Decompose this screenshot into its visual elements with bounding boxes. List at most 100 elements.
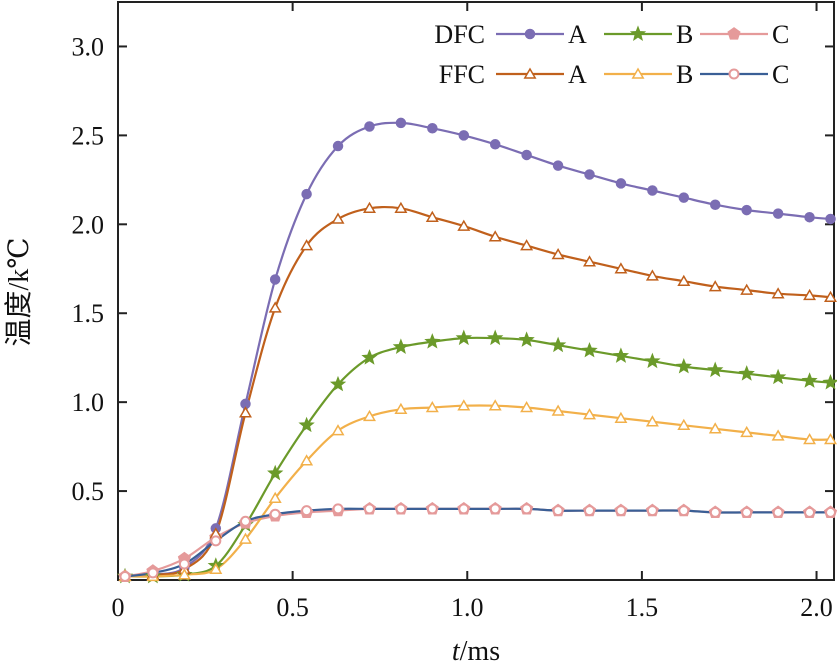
data-point-dfc-b (518, 331, 535, 347)
x-tick-label: 0 (112, 593, 125, 622)
data-point-dfc-a (709, 199, 721, 210)
legend-swatch-marker (728, 68, 740, 80)
legend-group-label: FFC (439, 60, 485, 89)
y-tick-label: 0.5 (72, 477, 105, 506)
data-point-dfc-a (269, 274, 281, 285)
data-point-ffc-b (331, 424, 345, 436)
data-point-ffc-a (771, 287, 785, 299)
data-point-dfc-a (584, 169, 595, 180)
data-point-ffc-b (268, 491, 282, 503)
series-line-ffc-a (124, 205, 831, 578)
data-point-ffc-c (741, 506, 753, 518)
data-point-dfc-b (644, 352, 661, 369)
data-point-dfc-b (822, 374, 837, 390)
series-line-dfc-b (124, 336, 831, 578)
data-point-dfc-b (455, 329, 473, 346)
y-tick-label: 1.5 (72, 299, 105, 328)
legend-entry-label: B (676, 60, 693, 89)
data-point-ffc-b (645, 415, 659, 427)
legend-swatch-marker (631, 67, 645, 79)
data-point-dfc-a (615, 178, 627, 189)
data-point-ffc-c (458, 503, 470, 515)
data-point-ffc-c (178, 558, 190, 570)
y-tick-label: 1.0 (72, 388, 105, 417)
data-point-dfc-b (361, 349, 378, 365)
data-point-ffc-b (520, 401, 534, 413)
data-point-dfc-b (549, 336, 567, 353)
data-point-dfc-b (769, 368, 787, 385)
x-tick-label: 1.5 (626, 593, 659, 622)
data-point-ffc-a (300, 239, 314, 251)
series-lines (124, 121, 831, 578)
data-point-ffc-a (457, 219, 471, 231)
series-line-ffc-b (124, 404, 831, 578)
data-point-ffc-a (488, 230, 502, 242)
legend-entry-label: B (676, 20, 693, 49)
data-point-ffc-c (825, 506, 837, 518)
data-point-ffc-c (269, 508, 281, 520)
data-point-dfc-a (395, 117, 407, 129)
axis-ticks (117, 2, 834, 580)
data-point-ffc-c (395, 503, 407, 515)
data-point-dfc-b (298, 416, 315, 433)
data-point-ffc-a (551, 248, 565, 260)
data-point-dfc-a (301, 188, 312, 200)
data-point-dfc-b (707, 361, 724, 378)
data-point-ffc-a (331, 212, 345, 224)
legend-group-label: DFC (434, 20, 485, 49)
data-point-ffc-a (394, 201, 408, 214)
data-point-dfc-b (392, 338, 410, 354)
data-point-dfc-a (678, 192, 690, 203)
y-axis-label: 温度/k℃ (3, 237, 35, 346)
data-point-ffc-a (614, 262, 628, 274)
legend-swatch-marker (524, 28, 536, 40)
legend-swatch-marker (727, 27, 741, 40)
data-point-ffc-b (614, 411, 628, 423)
data-point-ffc-c (709, 506, 721, 518)
data-point-ffc-b (824, 433, 837, 445)
data-point-ffc-b (177, 568, 191, 580)
series-markers-ffc-b (118, 399, 837, 582)
data-point-ffc-c (426, 503, 438, 515)
data-point-ffc-b (551, 404, 565, 416)
legend-entry-label: A (568, 20, 587, 49)
data-point-ffc-c (332, 503, 344, 515)
data-point-dfc-a (521, 149, 532, 161)
data-point-ffc-b (457, 399, 471, 411)
data-point-ffc-c (772, 506, 784, 518)
data-point-ffc-b (740, 425, 754, 438)
x-axis-label-italic: t (452, 636, 461, 666)
data-point-ffc-c (147, 567, 159, 579)
data-point-dfc-a (427, 123, 438, 134)
data-point-ffc-c (363, 503, 375, 515)
data-point-ffc-b (425, 401, 439, 413)
data-point-dfc-b (487, 329, 504, 346)
x-tick-label: 0.5 (276, 593, 309, 622)
data-point-dfc-a (647, 185, 658, 196)
data-point-ffc-c (119, 570, 131, 582)
data-point-ffc-b (209, 562, 223, 575)
data-point-dfc-a (825, 213, 836, 225)
data-point-ffc-b (488, 399, 502, 411)
data-point-ffc-b (239, 532, 252, 544)
data-point-ffc-b (803, 432, 816, 445)
data-point-dfc-b (675, 358, 692, 374)
data-point-ffc-b (677, 418, 691, 431)
data-point-ffc-a (425, 210, 439, 222)
plot-frame (117, 1, 835, 581)
data-point-dfc-a (552, 160, 564, 171)
legend-swatch-marker (523, 67, 537, 79)
data-point-ffc-a (520, 239, 534, 251)
data-point-ffc-c (210, 535, 222, 547)
data-point-ffc-a (803, 288, 816, 301)
x-axis-label: t/ms (452, 636, 500, 666)
axis-tick-labels: 0 0.5 1.0 1.5 2.0 0.5 1.0 1.5 2.0 2.5 3.0 (72, 32, 833, 622)
data-point-ffc-a (708, 280, 722, 292)
data-point-dfc-b (329, 375, 347, 392)
data-point-ffc-b (363, 409, 376, 422)
series-markers (116, 117, 837, 584)
data-point-ffc-c (804, 506, 816, 518)
data-point-ffc-c (489, 503, 501, 515)
data-point-ffc-a (583, 255, 596, 267)
